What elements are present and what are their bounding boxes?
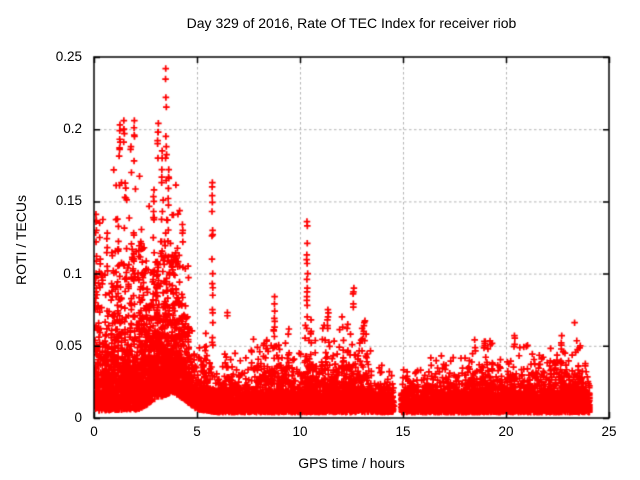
x-tick-label: 15	[395, 424, 411, 439]
x-tick-label: 10	[292, 424, 308, 439]
y-tick-label: 0.2	[63, 121, 82, 137]
y-tick-label: 0.25	[55, 49, 82, 64]
y-tick-label: 0.15	[55, 193, 82, 209]
y-tick-label: 0.1	[63, 265, 82, 281]
x-tick-label: 20	[498, 424, 514, 439]
x-tick-label: 5	[193, 424, 201, 439]
chart-title: Day 329 of 2016, Rate Of TEC Index for r…	[186, 15, 517, 31]
x-axis-title: GPS time / hours	[298, 455, 405, 471]
x-tick-label: 0	[90, 424, 98, 439]
x-tick-label: 25	[601, 424, 617, 439]
y-tick-label: 0.05	[55, 337, 82, 353]
y-tick-label: 0	[74, 410, 82, 425]
